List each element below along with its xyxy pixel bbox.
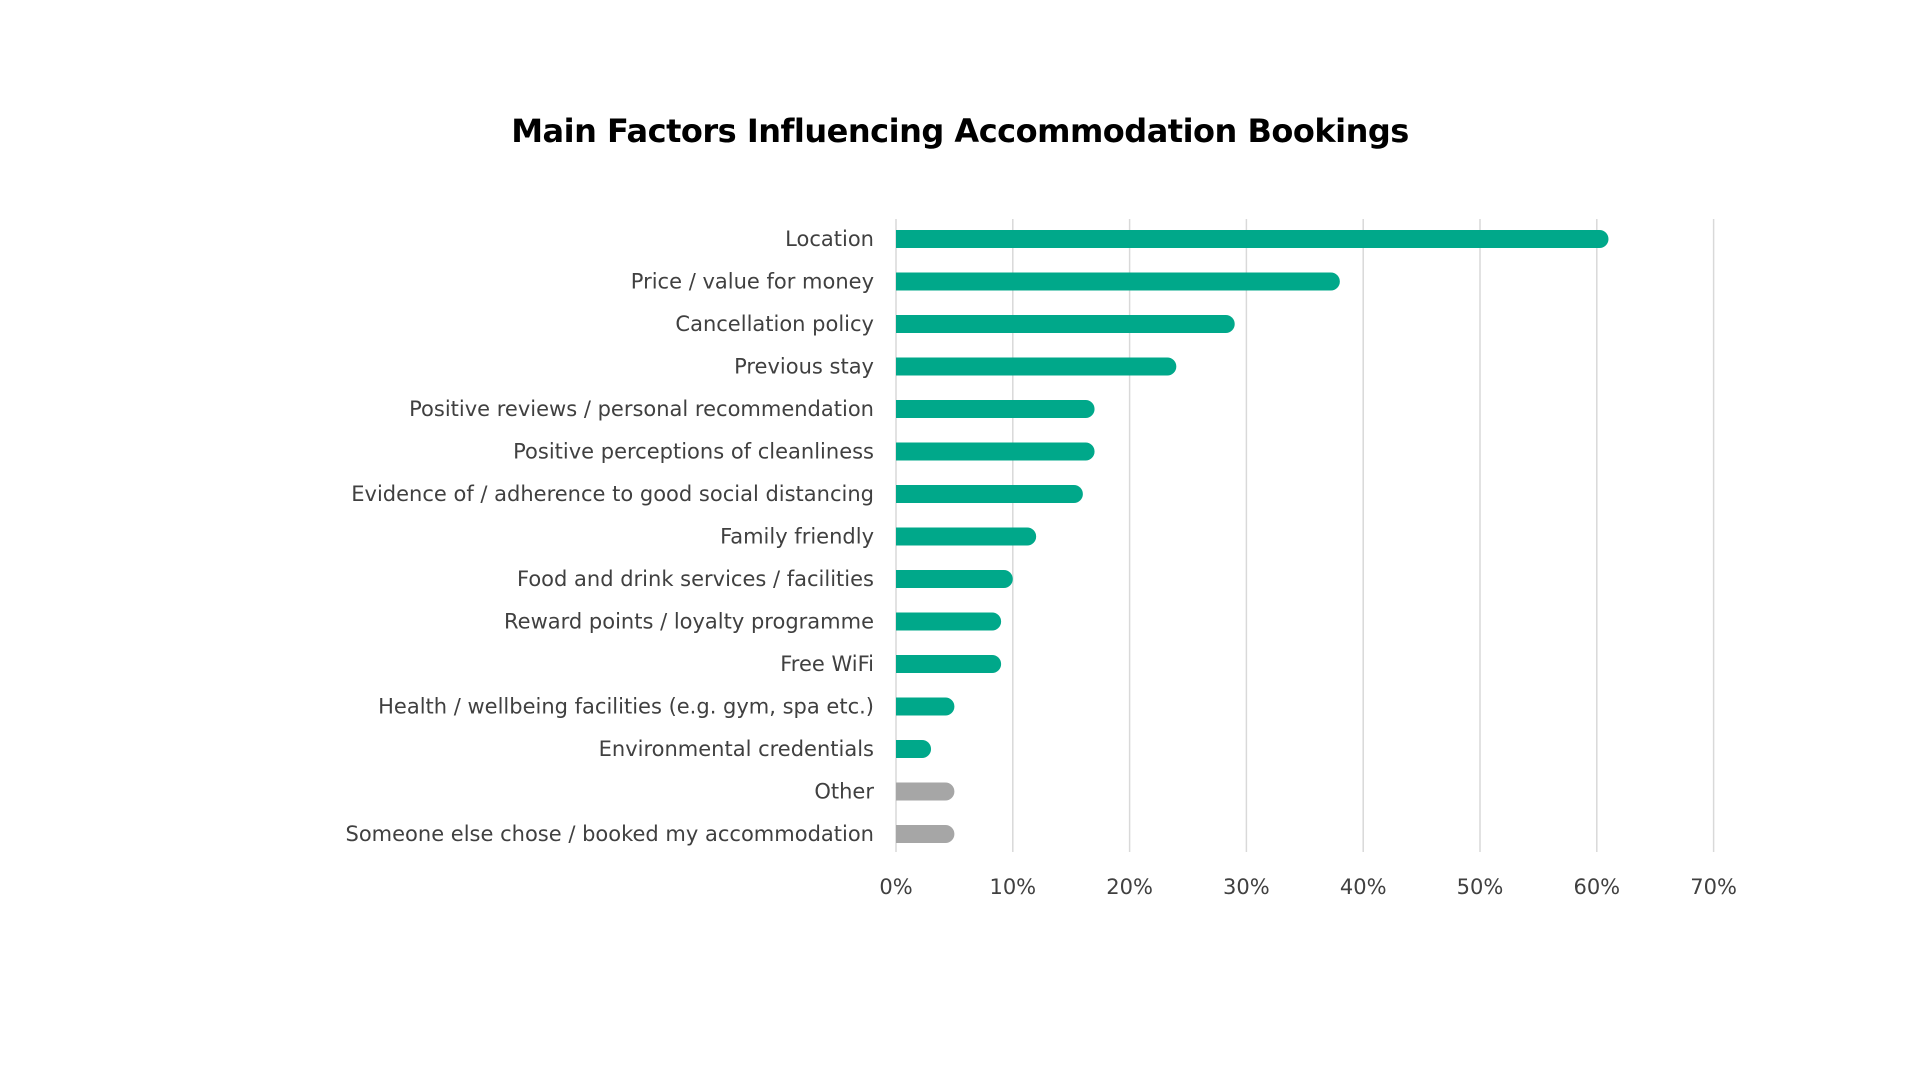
bar-cancellation-policy (896, 315, 1235, 333)
x-tick-label: 0% (879, 875, 912, 899)
bar-location (896, 230, 1609, 248)
bar-environmental-credentials (896, 740, 932, 758)
bar-evidence-of-adherence-to-good-social-distancing (896, 485, 1083, 503)
x-tick-label: 10% (989, 875, 1036, 899)
category-label: Location (785, 227, 874, 251)
category-label: Environmental credentials (599, 737, 874, 761)
bar-previous-stay (896, 357, 1177, 376)
category-label: Positive perceptions of cleanliness (513, 440, 874, 464)
x-tick-label: 40% (1340, 875, 1387, 899)
bar-other (896, 782, 955, 801)
x-tick-label: 20% (1106, 875, 1153, 899)
x-tick-label: 50% (1457, 875, 1504, 899)
category-label: Free WiFi (780, 652, 874, 676)
category-label: Someone else chose / booked my accommoda… (345, 822, 874, 846)
bar-health-wellbeing-facilities-e-g-gym-spa-etc (896, 697, 955, 716)
category-label: Positive reviews / personal recommendati… (409, 397, 874, 421)
bar-free-wifi (896, 655, 1002, 673)
category-label: Other (814, 780, 874, 804)
bar-someone-else-chose-booked-my-accommodation (896, 825, 955, 843)
x-tick-label: 60% (1573, 875, 1620, 899)
bar-family-friendly (896, 527, 1037, 546)
category-label: Price / value for money (631, 270, 874, 294)
bar-price-value-for-money (896, 272, 1340, 291)
category-label: Reward points / loyalty programme (504, 610, 874, 634)
category-label: Cancellation policy (675, 312, 874, 336)
x-tick-label: 70% (1690, 875, 1737, 899)
bar-positive-perceptions-of-cleanliness (896, 442, 1095, 461)
category-label: Food and drink services / facilities (517, 567, 874, 591)
bar-food-and-drink-services-facilities (896, 570, 1013, 588)
category-label: Health / wellbeing facilities (e.g. gym,… (378, 695, 874, 719)
category-label: Evidence of / adherence to good social d… (351, 482, 874, 506)
x-tick-label: 30% (1223, 875, 1270, 899)
bar-positive-reviews-personal-recommendation (896, 400, 1095, 418)
category-label: Previous stay (734, 355, 874, 379)
chart-title: Main Factors Influencing Accommodation B… (511, 112, 1409, 150)
bar-reward-points-loyalty-programme (896, 612, 1002, 631)
category-label: Family friendly (720, 525, 874, 549)
